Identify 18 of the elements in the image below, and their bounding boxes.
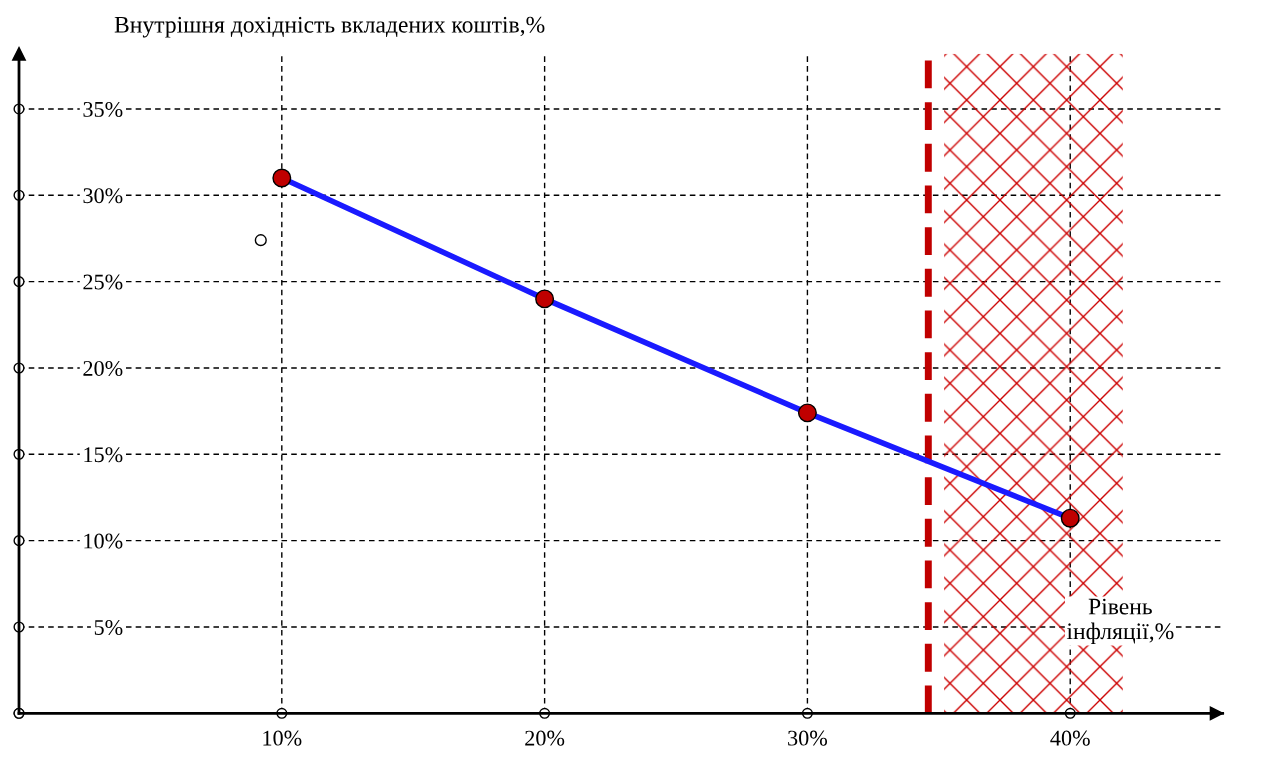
y-axis-title: Внутрішня дохідність вкладених коштів,% — [114, 16, 545, 38]
x-axis-title: Рівень інфляції,% — [1066, 598, 1174, 645]
x-tick-label: 40% — [1050, 730, 1090, 746]
point — [535, 289, 555, 309]
y-tick-label: 35% — [83, 101, 123, 117]
x-tick-label: 10% — [263, 730, 302, 746]
point — [1060, 508, 1080, 528]
y-tick-label: 10% — [84, 533, 123, 549]
x-tick-label: 30% — [788, 730, 828, 746]
y-tick-label: 25% — [83, 274, 123, 290]
y-tick-label: 15% — [84, 447, 123, 463]
y-tick-label: 20% — [83, 360, 123, 376]
y-tick-label: 30% — [83, 188, 123, 204]
y-tick-label: 5% — [94, 619, 123, 635]
point — [254, 234, 267, 247]
point — [797, 403, 817, 423]
x-tick-label: 20% — [525, 730, 565, 746]
point — [272, 168, 292, 188]
